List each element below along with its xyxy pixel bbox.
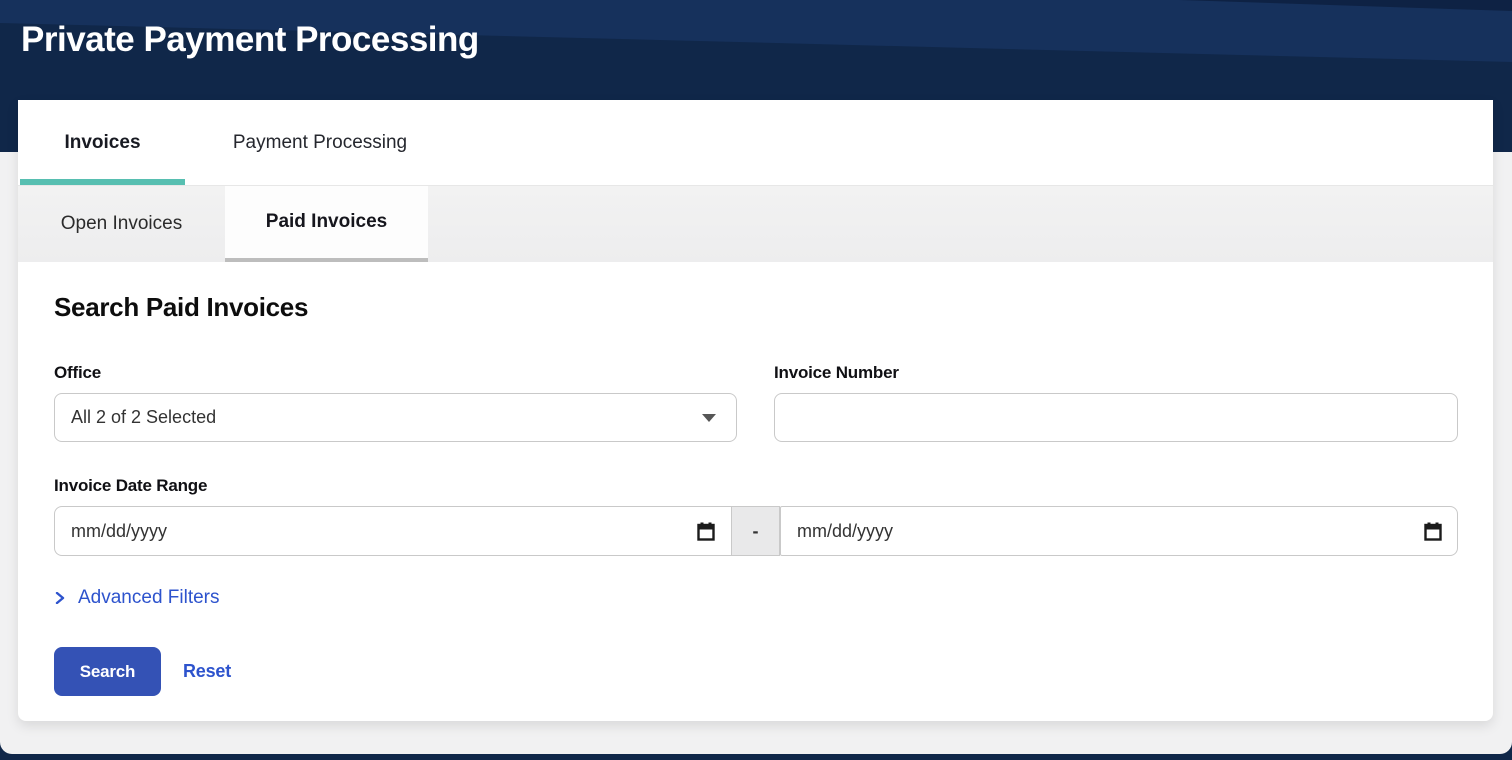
- chevron-down-icon: [702, 413, 716, 422]
- office-field: Office All 2 of 2 Selected: [54, 363, 737, 442]
- invoice-number-field: Invoice Number: [774, 363, 1458, 442]
- subtab-open-invoices-label: Open Invoices: [60, 213, 183, 234]
- search-button[interactable]: Search: [54, 647, 161, 696]
- tab-invoices-label: Invoices: [64, 131, 141, 153]
- page-title: Private Payment Processing: [21, 20, 479, 59]
- date-end-input[interactable]: [780, 506, 1458, 556]
- subtab-paid-invoices-label: Paid Invoices: [265, 211, 388, 232]
- tab-payment-processing-label: Payment Processing: [232, 131, 408, 153]
- invoice-date-range-label: Invoice Date Range: [54, 476, 208, 495]
- invoice-number-input[interactable]: [774, 393, 1458, 442]
- office-label: Office: [54, 363, 101, 382]
- calendar-icon[interactable]: [1424, 522, 1442, 541]
- advanced-filters-link[interactable]: Advanced Filters: [54, 587, 220, 609]
- office-select[interactable]: All 2 of 2 Selected: [54, 393, 737, 442]
- invoice-date-range-group: -: [54, 506, 1458, 556]
- calendar-icon[interactable]: [697, 522, 715, 541]
- date-range-separator: -: [731, 506, 780, 556]
- panel-heading: Search Paid Invoices: [54, 292, 309, 322]
- search-paid-invoices-panel: Search Paid Invoices Office All 2 of 2 S…: [18, 262, 1493, 696]
- date-start-input[interactable]: [54, 506, 731, 556]
- invoice-number-label: Invoice Number: [774, 363, 899, 382]
- office-selected-value: All 2 of 2 Selected: [71, 407, 217, 427]
- tab-invoices[interactable]: Invoices: [20, 100, 185, 185]
- tab-payment-processing[interactable]: Payment Processing: [185, 100, 455, 185]
- subtab-open-invoices[interactable]: Open Invoices: [18, 186, 225, 262]
- subtab-paid-invoices[interactable]: Paid Invoices: [225, 186, 428, 262]
- content-card: Invoices Payment Processing Open Invoice…: [18, 100, 1493, 721]
- app-header: Private Payment Processing: [0, 0, 1512, 100]
- main-tabbar: Invoices Payment Processing: [18, 100, 1493, 186]
- chevron-right-icon: [55, 592, 65, 604]
- reset-link[interactable]: Reset: [183, 661, 232, 681]
- advanced-filters-label: Advanced Filters: [78, 587, 220, 608]
- page-background: Invoices Payment Processing Open Invoice…: [0, 100, 1512, 754]
- invoice-subtabbar: Open Invoices Paid Invoices: [18, 186, 1493, 262]
